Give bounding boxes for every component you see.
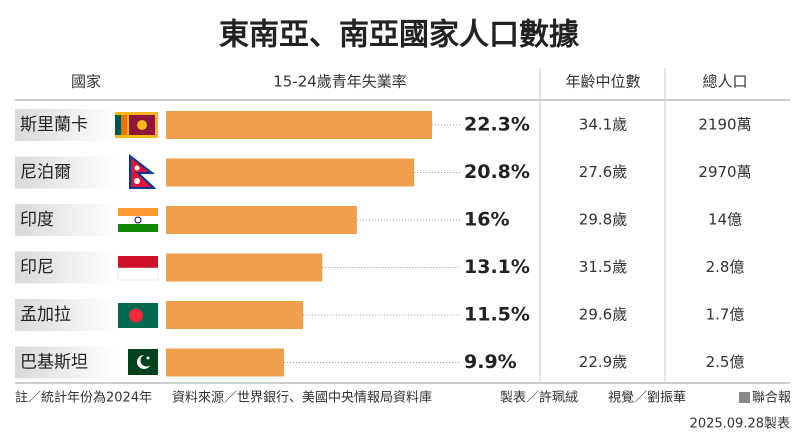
- population: 14億: [708, 211, 742, 229]
- flag-nepal: [129, 153, 157, 189]
- median-age: 27.6歲: [579, 163, 627, 181]
- value-label: 22.3%: [464, 114, 530, 136]
- population: 2.5億: [706, 353, 745, 371]
- median-age: 34.1歲: [579, 116, 627, 134]
- flag-pakistan: [118, 349, 158, 375]
- population: 1.7億: [706, 306, 745, 324]
- flag-india: [118, 208, 158, 232]
- median-age: 29.8歲: [579, 211, 627, 229]
- publisher-mark: [739, 392, 750, 403]
- category-label: 印尼: [20, 258, 54, 278]
- flag-sri-lanka: [112, 112, 158, 138]
- footer-visual: 視覺／劉振華: [608, 391, 686, 406]
- bar: [166, 206, 357, 234]
- row-label-bg: [15, 251, 115, 284]
- value-label: 11.5%: [464, 304, 530, 326]
- footer-date: 2025.09.28製表: [690, 417, 790, 432]
- value-label: 9.9%: [464, 351, 517, 373]
- category-label: 孟加拉: [20, 305, 71, 325]
- category-label: 巴基斯坦: [20, 353, 88, 373]
- category-label: 尼泊爾: [20, 163, 71, 183]
- row-label-bg: [15, 299, 115, 331]
- chart-title: 東南亞、南亞國家人口數據: [219, 18, 580, 53]
- median-age: 31.5歲: [579, 258, 627, 276]
- footer-publisher: 聯合報: [752, 391, 791, 406]
- bar: [166, 111, 433, 139]
- population: 2190萬: [698, 116, 751, 134]
- median-age: 22.9歲: [579, 353, 627, 371]
- footer-note: 註／統計年份為2024年: [15, 390, 152, 406]
- population: 2.8億: [706, 258, 745, 276]
- bar: [166, 158, 415, 187]
- row-label-bg: [15, 204, 115, 236]
- median-age: 29.6歲: [579, 306, 627, 324]
- value-label: 13.1%: [464, 256, 530, 278]
- bar: [166, 348, 285, 377]
- value-label: 20.8%: [464, 161, 530, 183]
- header: 15-24歲青年失業率: [273, 73, 407, 91]
- footer-source: 資料來源／世界銀行、美國中央情報局資料庫: [172, 391, 432, 406]
- flag-indonesia: [117, 256, 159, 281]
- category-label: 斯里蘭卡: [20, 115, 88, 135]
- value-label: 16%: [464, 209, 509, 231]
- header: 國家: [71, 73, 101, 91]
- header: 總人口: [702, 73, 747, 91]
- row-label-bg: [15, 346, 115, 379]
- header: 年齡中位數: [565, 73, 640, 91]
- row-label-bg: [15, 156, 115, 189]
- flag-bangladesh: [118, 303, 158, 328]
- category-label: 印度: [20, 210, 54, 230]
- population: 2970萬: [698, 163, 751, 181]
- row-label-bg: [15, 109, 115, 141]
- bar: [166, 301, 304, 329]
- footer-maker: 製表／許珮絨: [500, 391, 578, 406]
- bar: [166, 253, 323, 282]
